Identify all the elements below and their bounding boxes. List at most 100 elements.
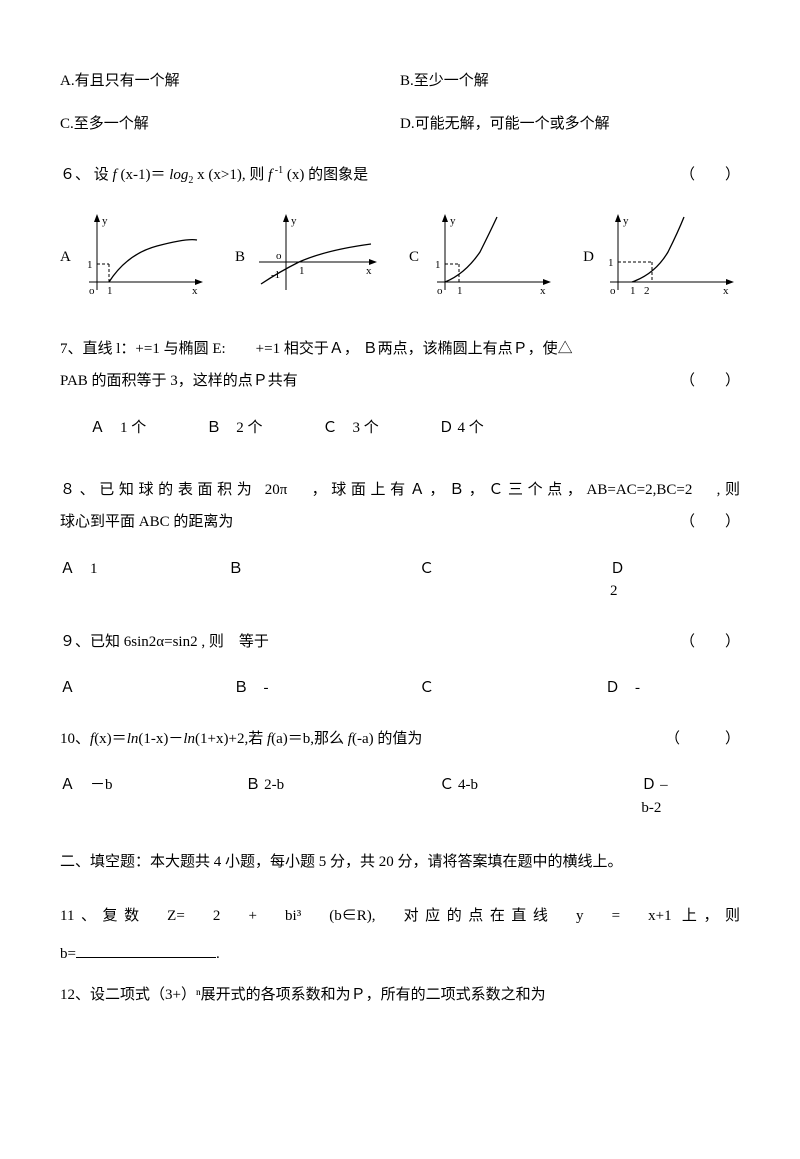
- q7-C: Ｃ 3 个: [323, 417, 379, 440]
- graph-b-svg: 1 -1 o y x: [251, 212, 381, 302]
- q8-B: Ｂ: [228, 558, 319, 603]
- gd-o: o: [610, 285, 616, 297]
- gb-n1: -1: [271, 269, 280, 281]
- q5-optB: B.至少一个解: [400, 70, 740, 93]
- q10-t4: (a)＝b,那么: [271, 731, 348, 747]
- q7-D: Ｄ 4 个: [439, 417, 484, 440]
- q5-optC: C.至多一个解: [60, 113, 400, 136]
- ga-o: o: [89, 285, 95, 297]
- q8-paren: （ ）: [680, 511, 740, 534]
- ga-x1: 1: [107, 285, 113, 297]
- q6-num: ６、: [60, 167, 90, 183]
- q6-pre: 设: [94, 167, 113, 183]
- q7-A: Ａ 1 个: [90, 417, 146, 440]
- graph-c-label: C: [409, 246, 419, 269]
- q5-optA: A.有且只有一个解: [60, 70, 400, 93]
- q8-D: Ｄ 2: [610, 558, 640, 603]
- q10-D: Ｄ –b-2: [641, 774, 680, 819]
- q10-t1: (x)＝: [94, 731, 127, 747]
- q8-line2: 球心到平面 ABC 的距离为 （ ）: [60, 511, 740, 534]
- gd-y: y: [623, 215, 629, 227]
- q9-options: Ａ Ｂ - Ｃ Ｄ -: [60, 677, 740, 700]
- graph-d-svg: 1 1 2 o y x: [600, 212, 740, 302]
- graph-a-label: A: [60, 246, 71, 269]
- q5-optD: D.可能无解，可能一个或多个解: [400, 113, 740, 136]
- graph-a-svg: 1 1 o y x: [77, 212, 207, 302]
- q7-options: Ａ 1 个 Ｂ 2 个 Ｃ 3 个 Ｄ 4 个: [60, 417, 740, 440]
- graph-c: C 1 1 o y x: [409, 212, 555, 302]
- q5-options-row1: A.有且只有一个解 B.至少一个解: [60, 70, 740, 93]
- q8-l2: 球心到平面 ABC 的距离为: [60, 511, 670, 534]
- q10-t5: (-a) 的值为: [352, 731, 422, 747]
- q10-t3: (1+x)+2,若: [195, 731, 267, 747]
- q10-ln2: ln: [183, 731, 195, 747]
- q11: 11、复数 Z= 2 + bi³ (b∈R), 对应的点在直线 y = x+1 …: [60, 901, 740, 931]
- gd-x2: 2: [644, 285, 650, 297]
- gc-y: y: [450, 215, 456, 227]
- q8-A: Ａ 1: [60, 558, 128, 603]
- q8-options: Ａ 1 Ｂ Ｃ Ｄ 2: [60, 558, 740, 603]
- q8-line1: ８、已知球的表面积为 20π ，球面上有Ａ，Ｂ，Ｃ三个点，AB=AC=2,BC=…: [60, 475, 740, 505]
- q6-logsub: 2: [188, 175, 193, 186]
- q6-xm1: (x-1)＝: [120, 167, 165, 183]
- gb-x1: 1: [299, 265, 305, 277]
- gc-x1: 1: [457, 285, 463, 297]
- q6-text: ６、 设 f (x-1)＝ log2 x (x>1), 则 f -1 (x) 的…: [60, 163, 670, 188]
- q6-log: log: [169, 167, 188, 183]
- q7-line2: PAB 的面积等于 3，这样的点Ｐ共有 （ ）: [60, 370, 740, 393]
- q11-text: 11、复数 Z= 2 + bi³ (b∈R), 对应的点在直线 y = x+1 …: [60, 908, 740, 924]
- q9-stem: ９、已知 6sin2α=sin2 , 则 等于 （ ）: [60, 631, 740, 654]
- graph-b: B 1 -1 o y x: [235, 212, 381, 302]
- q10-C: Ｃ 4-b: [439, 774, 581, 819]
- graph-a: A 1 1 o y x: [60, 212, 207, 302]
- q7-l2: PAB 的面积等于 3，这样的点Ｐ共有: [60, 370, 670, 393]
- ga-y1: 1: [87, 259, 93, 271]
- q10-A: Ａ －b: [60, 774, 185, 819]
- q10-stem: 10、f(x)＝ln(1-x)－ln(1+x)+2,若 f(a)＝b,那么 f(…: [60, 728, 740, 751]
- q6-invx: (x) 的图象是: [287, 167, 368, 183]
- q9-text: ９、已知 6sin2α=sin2 , 则 等于: [60, 631, 670, 654]
- q9-A: Ａ: [60, 677, 134, 700]
- gd-x1: 1: [630, 285, 636, 297]
- q11-blank: [76, 957, 216, 958]
- q11-blank-row: b=.: [60, 943, 740, 966]
- q6-stem: ６、 设 f (x-1)＝ log2 x (x>1), 则 f -1 (x) 的…: [60, 163, 740, 188]
- q10-num: 10、: [60, 731, 90, 747]
- q7-B: Ｂ 2 个: [206, 417, 262, 440]
- ga-y: y: [102, 215, 108, 227]
- q6-xcond: x (x>1), 则: [197, 167, 268, 183]
- q9-C: Ｃ: [419, 677, 505, 700]
- q10-t2: (1-x)－: [138, 731, 183, 747]
- q9-D: Ｄ -: [605, 677, 640, 700]
- q6-invsup: -1: [272, 165, 283, 176]
- q10-B: Ｂ 2-b: [245, 774, 379, 819]
- q9-B: Ｂ -: [234, 677, 320, 700]
- q10-ln1: ln: [127, 731, 139, 747]
- gd-y1: 1: [608, 257, 614, 269]
- graph-b-label: B: [235, 246, 245, 269]
- gc-x: x: [540, 285, 546, 297]
- q7-line1: 7、直线 l：+=1 与椭圆 E: +=1 相交于Ａ， Ｂ两点，该椭圆上有点Ｐ，…: [60, 334, 740, 364]
- q6-graphs: A 1 1 o y x B 1 -1 o y x: [60, 212, 740, 302]
- q10-text: 10、f(x)＝ln(1-x)－ln(1+x)+2,若 f(a)＝b,那么 f(…: [60, 728, 655, 751]
- q10-options: Ａ －b Ｂ 2-b Ｃ 4-b Ｄ –b-2: [60, 774, 740, 819]
- ga-x: x: [192, 285, 198, 297]
- graph-d: D 1 1 2 o y x: [583, 212, 740, 302]
- gb-y: y: [291, 215, 297, 227]
- q9-paren: （ ）: [680, 631, 740, 654]
- graph-c-svg: 1 1 o y x: [425, 212, 555, 302]
- gc-y1: 1: [435, 259, 441, 271]
- q6-f: f: [113, 167, 117, 183]
- q6-paren: （ ）: [680, 164, 740, 187]
- q7-paren: （ ）: [680, 370, 740, 393]
- q12: 12、设二项式（3+）ⁿ展开式的各项系数和为Ｐ，所有的二项式系数之和为: [60, 980, 740, 1010]
- gd-x: x: [723, 285, 729, 297]
- q10-paren: （ ）: [665, 728, 740, 751]
- gb-o: o: [276, 250, 282, 262]
- q8-C: Ｃ: [419, 558, 510, 603]
- graph-d-label: D: [583, 246, 594, 269]
- section2-heading: 二、填空题：本大题共 4 小题，每小题 5 分，共 20 分，请将答案填在题中的…: [60, 847, 740, 877]
- q5-options-row2: C.至多一个解 D.可能无解，可能一个或多个解: [60, 113, 740, 136]
- gb-x: x: [366, 265, 372, 277]
- gc-o: o: [437, 285, 443, 297]
